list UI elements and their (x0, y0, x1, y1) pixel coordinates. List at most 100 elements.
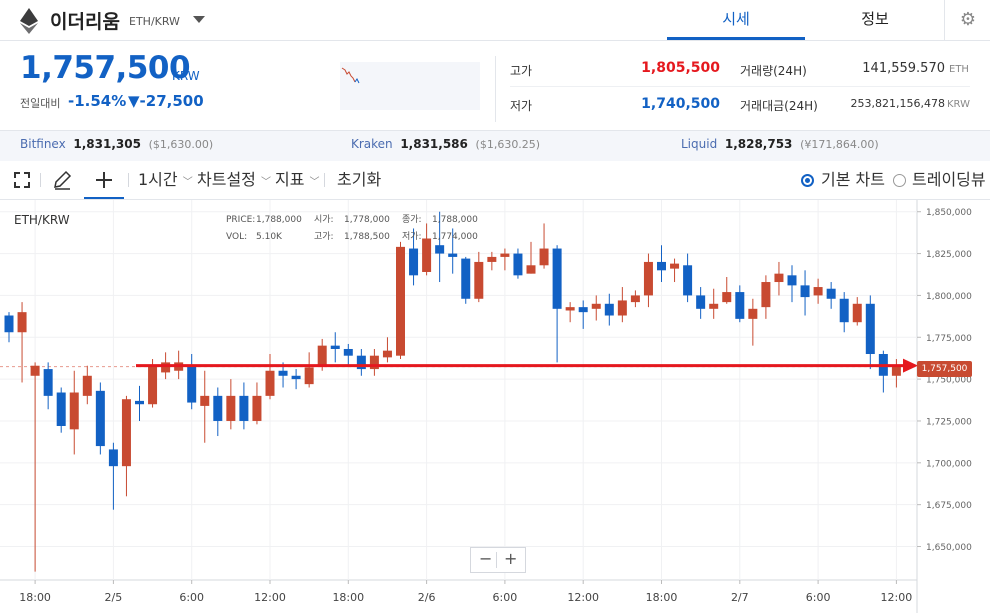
candle-body (317, 345, 327, 366)
candle-body (630, 295, 640, 303)
price-unit: KRW (172, 69, 200, 83)
candle-body (683, 265, 693, 296)
y-tick-label: 1,675,000 (926, 501, 972, 511)
candle-body (774, 273, 784, 283)
indicators-select[interactable]: 지표 ﹀ (275, 161, 320, 199)
coin-select-chevron-icon[interactable] (192, 15, 206, 28)
info-high-label: 고가: (314, 232, 334, 242)
tradingview-radio[interactable] (893, 174, 906, 187)
candle-body (487, 256, 497, 262)
radio-dot (805, 178, 810, 183)
candle-body (604, 303, 614, 316)
fullscreen-icon[interactable] (14, 161, 30, 199)
candle-body (239, 395, 249, 421)
candle-body (330, 345, 340, 349)
gear-icon[interactable]: ⚙ (944, 0, 990, 40)
exchange-kraken: Kraken 1,831,586 ($1,630.25) (351, 137, 540, 151)
high-label: 고가 (510, 64, 533, 78)
x-tick-label: 2/6 (418, 591, 436, 604)
candle-body (526, 265, 536, 274)
zoom-out-button[interactable]: − (479, 549, 493, 568)
candle-body (565, 307, 575, 311)
candle-body (135, 400, 144, 405)
interval-select[interactable]: 1시간 ﹀ (138, 161, 193, 199)
exchange-price: 1,828,753 (724, 137, 793, 151)
candle-body (722, 292, 732, 303)
x-tick-label: 12:00 (567, 591, 599, 604)
info-price-label: PRICE: (226, 215, 256, 225)
zoom-in-button[interactable]: + (504, 549, 518, 568)
tab-info[interactable]: 정보 (861, 10, 889, 28)
crosshair-icon (96, 172, 112, 188)
exchange-liquid: Liquid 1,828,753 (¥171,864.00) (681, 137, 879, 151)
candle-body (278, 370, 288, 376)
tradingview-label[interactable]: 트레이딩뷰 (912, 170, 986, 189)
chevron-down-icon: ﹀ (260, 177, 271, 188)
candle-body (30, 365, 40, 376)
interval-label: 1시간 (138, 170, 178, 189)
chart-settings-select[interactable]: 차트설정 ﹀ (197, 161, 271, 199)
x-tick-label: 12:00 (254, 591, 286, 604)
candle-body (4, 315, 14, 333)
candle-body (382, 350, 392, 358)
zoom-control: − + (470, 547, 526, 573)
pencil-icon[interactable] (52, 161, 72, 199)
candle-body (813, 287, 823, 296)
candle-body (709, 303, 719, 309)
change-percent: -1.54% (68, 92, 127, 110)
candle-body (617, 300, 627, 316)
sparkline (340, 62, 480, 110)
toolbar-separator (128, 173, 129, 187)
chart-toolbar (0, 161, 990, 200)
volume-value: 141,559.570 (862, 61, 945, 76)
candle-body (213, 395, 223, 421)
toolbar-separator (40, 173, 41, 187)
exchange-name: Kraken (351, 137, 393, 151)
candle-body (839, 298, 849, 323)
candle-body (761, 282, 771, 308)
candle-body (56, 392, 66, 426)
tab-quote[interactable]: 시세 (667, 0, 805, 40)
candle-body (435, 245, 445, 254)
candle-body (409, 248, 419, 276)
candle-body (696, 295, 706, 309)
chevron-down-icon: ﹀ (309, 177, 320, 188)
summary-divider (495, 56, 496, 122)
x-tick-label: 18:00 (332, 591, 364, 604)
candle-body (552, 248, 562, 309)
coin-name: 이더리움 (50, 11, 120, 33)
candle-body (291, 375, 301, 380)
x-tick-label: 6:00 (179, 591, 204, 604)
current-price-tag: 1,757,500 (917, 361, 972, 377)
reset-button[interactable]: 초기화 (337, 170, 382, 189)
chart-settings-label: 차트설정 (197, 170, 256, 189)
zoom-divider (496, 552, 497, 568)
basic-chart-radio[interactable] (801, 174, 814, 187)
indicators-label: 지표 (275, 170, 305, 189)
x-tick-label: 12:00 (881, 591, 913, 604)
y-tick-label: 1,825,000 (926, 250, 972, 260)
amount-unit: KRW (947, 99, 970, 110)
y-tick-label: 1,650,000 (926, 543, 972, 553)
candle-body (82, 375, 92, 396)
chevron-down-icon: ﹀ (182, 177, 193, 188)
chart-symbol: ETH/KRW (14, 213, 70, 227)
stats-divider (510, 86, 970, 87)
ohlc-info: PRICE:1,788,000 시가: 1,778,000 종가: 1,788,000 … (226, 212, 478, 246)
candle-body (200, 395, 210, 406)
low-label: 저가 (510, 99, 533, 113)
candle-body (670, 263, 680, 269)
header-bar (0, 0, 990, 41)
basic-chart-label[interactable]: 기본 차트 (821, 170, 885, 189)
candle-body (108, 449, 118, 467)
candle-body (121, 399, 131, 467)
volume-label: 거래량(24H) (740, 64, 807, 78)
exchange-bar (0, 130, 990, 162)
low-value: 1,740,500 (641, 96, 720, 112)
candlestick-chart[interactable]: 1,850,000 1,825,000 1,800,000 1,775,000 1,75… (0, 200, 990, 613)
candle-body (852, 303, 862, 323)
candle-body (369, 355, 379, 370)
crosshair-button[interactable] (84, 161, 124, 199)
candle-body (148, 365, 158, 405)
candle-body (461, 258, 471, 299)
